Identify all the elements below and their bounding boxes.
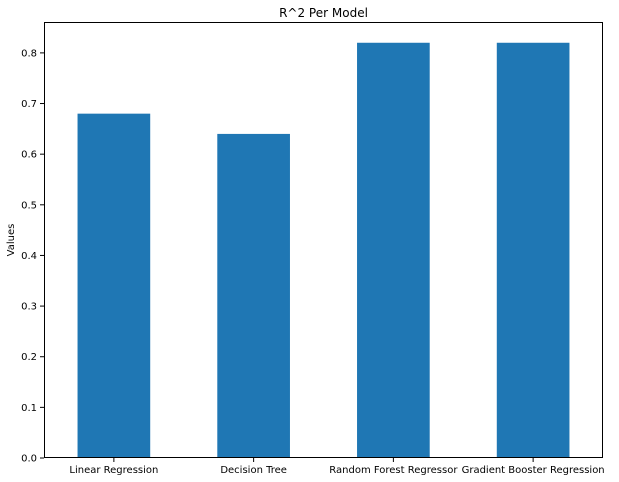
- chart-title: R^2 Per Model: [279, 6, 368, 20]
- x-axis-ticks: Linear Regression Decision Tree Random For…: [69, 458, 605, 476]
- y-axis-label: Values: [6, 224, 17, 257]
- bar-random-forest-regressor: [357, 42, 430, 459]
- x-tick-label: Linear Regression: [69, 465, 158, 476]
- x-tick-label: Decision Tree: [220, 465, 287, 476]
- y-tick-label: 0.3: [21, 302, 37, 313]
- x-tick-label: Gradient Booster Regression: [462, 465, 605, 476]
- bar-decision-tree: [217, 133, 290, 458]
- y-tick-label: 0.2: [21, 352, 37, 363]
- plot-frame: [44, 22, 603, 458]
- x-tick-label: Random Forest Regressor: [329, 465, 458, 476]
- y-axis-ticks: 0.0 0.1 0.2 0.3 0.4 0.5 0.6 0.7 0.8: [21, 48, 44, 465]
- y-tick-label: 0.5: [21, 200, 37, 211]
- bars-group: [77, 42, 570, 459]
- y-tick-label: 0.8: [21, 48, 37, 59]
- y-tick-label: 0.7: [21, 99, 37, 110]
- y-tick-label: 0.6: [21, 150, 37, 161]
- bar-gradient-booster-regression: [496, 42, 570, 459]
- y-tick-label: 0.0: [21, 454, 37, 465]
- bar-linear-regression: [77, 113, 151, 458]
- y-tick-label: 0.1: [21, 403, 37, 414]
- y-tick-label: 0.4: [21, 251, 37, 262]
